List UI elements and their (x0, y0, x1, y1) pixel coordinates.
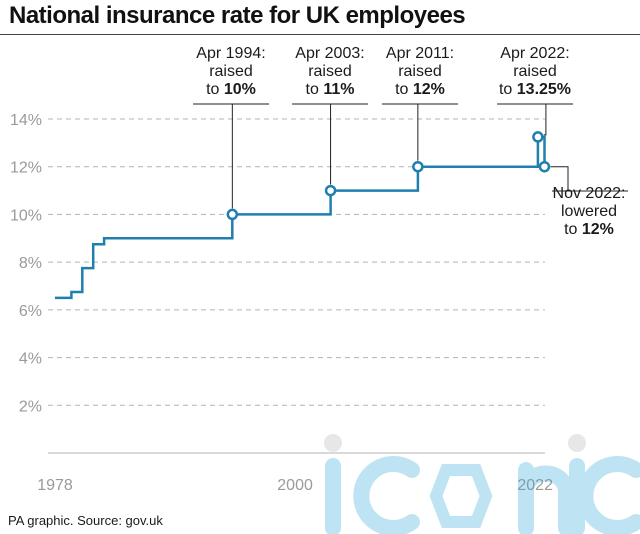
annotation-leaders (193, 103, 628, 209)
axis-tick-labels: 2% 4% 6% 8% 10% 12% 14% 1978 2000 2022 (10, 112, 553, 494)
x-tick-label: 2000 (277, 477, 313, 494)
y-tick-label: 12% (10, 160, 42, 177)
data-marker (538, 160, 551, 173)
annotation-leader (550, 166, 569, 191)
title-divider (0, 34, 640, 35)
y-tick-label: 2% (19, 398, 42, 415)
y-tick-label: 4% (19, 351, 42, 368)
annotation-value: 13.25% (517, 81, 571, 98)
annotation-value: 11% (323, 81, 354, 98)
annotation-line: to (499, 81, 517, 98)
annotation-label: Apr 2011: raised to 12% (386, 45, 454, 98)
annotation-line: raised (308, 63, 352, 80)
grid-lines (48, 118, 545, 454)
annotation-line: lowered (561, 203, 617, 220)
source-note: PA graphic. Source: gov.uk (8, 513, 163, 528)
data-marker (324, 184, 337, 197)
y-tick-label: 14% (10, 112, 42, 129)
annotation-line: Apr 2011: (386, 45, 454, 62)
data-marker (532, 131, 544, 143)
annotation-line: raised (209, 63, 253, 80)
annotation-label: Apr 2022: raised to 13.25% (499, 45, 571, 98)
annotation-line: Apr 1994: (196, 45, 265, 62)
annotation-value: 10% (224, 81, 256, 98)
annotations: Apr 1994: raised to 10%Apr 2003: raised to 1… (196, 45, 625, 238)
annotation-line: to (395, 81, 413, 98)
data-markers (226, 131, 551, 221)
annotation-line: raised (398, 63, 442, 80)
annotation-line: Apr 2022: (500, 45, 569, 62)
annotation-value: 12% (413, 81, 445, 98)
annotation-leader (543, 104, 547, 136)
annotation-label: Apr 1994: raised to 10% (196, 45, 265, 98)
y-tick-label: 10% (10, 207, 42, 224)
data-marker (412, 160, 424, 173)
annotation-line: to (306, 81, 324, 98)
annotation-line: Apr 2003: (295, 45, 364, 62)
annotation-line: Nov 2022: (553, 185, 626, 202)
annotation-line: to (564, 221, 582, 238)
x-tick-label: 2022 (517, 477, 553, 494)
chart-title: National insurance rate for UK employees (9, 2, 466, 29)
data-marker (226, 208, 239, 221)
annotation-label: Apr 2003: raised to 11% (295, 45, 364, 98)
series-line (55, 135, 546, 300)
annotation-line: to (206, 81, 224, 98)
annotation-line: raised (513, 63, 557, 80)
y-tick-label: 6% (19, 303, 42, 320)
x-tick-label: 1978 (37, 477, 73, 494)
y-tick-label: 8% (19, 255, 42, 272)
annotation-value: 12% (582, 221, 614, 238)
annotation-label: Nov 2022: lowered to 12% (553, 185, 626, 238)
